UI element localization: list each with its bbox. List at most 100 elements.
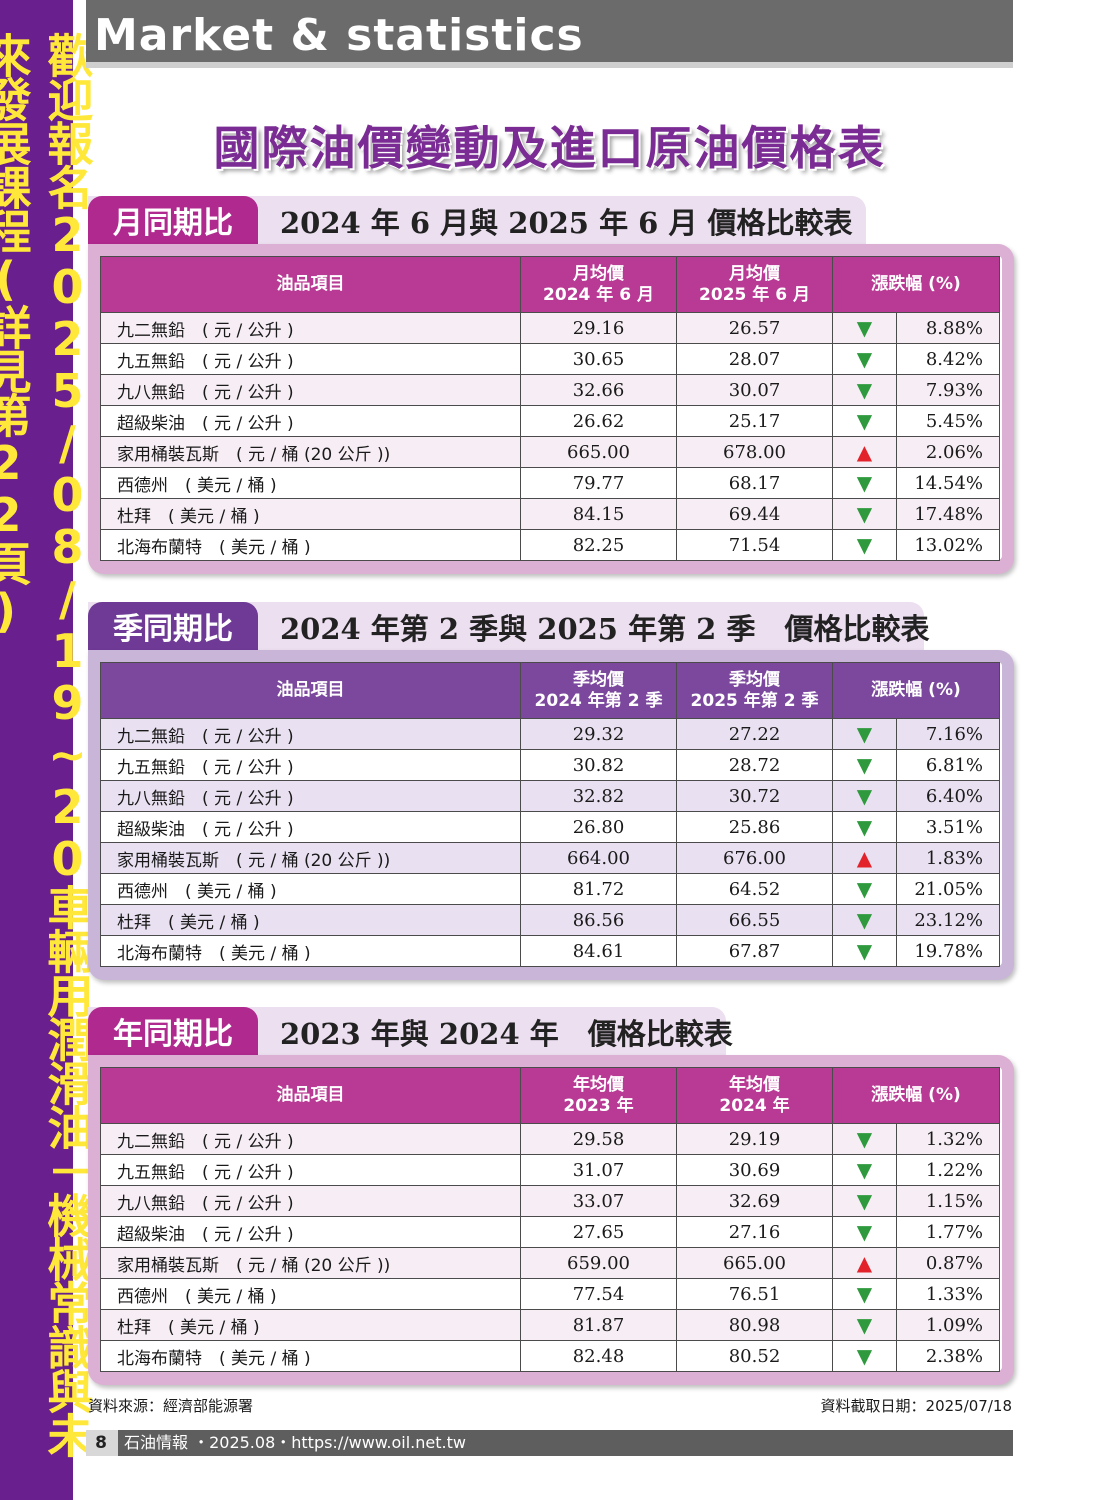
change-percent: 1.15% bbox=[896, 1185, 1000, 1217]
down-arrow-icon: ▼ bbox=[856, 1189, 873, 1213]
price-before: 79.77 bbox=[520, 467, 677, 499]
trend-cell: ▲ bbox=[832, 842, 897, 874]
down-arrow-icon: ▼ bbox=[856, 1313, 873, 1337]
price-before: 84.15 bbox=[520, 498, 677, 530]
price-before: 86.56 bbox=[520, 904, 677, 936]
price-after: 676.00 bbox=[676, 842, 833, 874]
trend-cell: ▲ bbox=[832, 436, 897, 468]
item-name: 九二無鉛 ( 元 / 公升 ) bbox=[100, 718, 521, 750]
trend-cell: ▼ bbox=[832, 343, 897, 375]
price-after: 25.86 bbox=[676, 811, 833, 843]
header-title: Market & statistics bbox=[94, 10, 584, 61]
change-percent: 17.48% bbox=[896, 498, 1000, 530]
item-name: 九二無鉛 ( 元 / 公升 ) bbox=[100, 1123, 521, 1155]
price-after: 64.52 bbox=[676, 873, 833, 905]
price-table: 油品項目 年均價 2023 年年均價 2024 年漲跌幅 (%) 九二無鉛 ( 元… bbox=[100, 1067, 1000, 1372]
price-before: 26.62 bbox=[520, 405, 677, 437]
down-arrow-icon: ▼ bbox=[856, 347, 873, 371]
item-name: 家用桶裝瓦斯 ( 元 / 桶 (20 公斤 )) bbox=[100, 842, 521, 874]
change-percent: 1.83% bbox=[896, 842, 1000, 874]
section-tag: 月同期比 bbox=[88, 196, 258, 244]
trend-cell: ▼ bbox=[832, 749, 897, 781]
price-after: 71.54 bbox=[676, 529, 833, 561]
down-arrow-icon: ▼ bbox=[856, 1220, 873, 1244]
item-name: 九八無鉛 ( 元 / 公升 ) bbox=[100, 780, 521, 812]
item-name: 超級柴油 ( 元 / 公升 ) bbox=[100, 405, 521, 437]
price-after: 69.44 bbox=[676, 498, 833, 530]
table-row: 杜拜 ( 美元 / 桶 ) 84.15 69.44 ▼ 17.48% bbox=[100, 498, 1000, 530]
change-percent: 14.54% bbox=[896, 467, 1000, 499]
column-header: 季均價 2024 年第 2 季 bbox=[520, 662, 677, 719]
table-row: 超級柴油 ( 元 / 公升 ) 27.65 27.16 ▼ 1.77% bbox=[100, 1216, 1000, 1248]
change-percent: 7.93% bbox=[896, 374, 1000, 406]
trend-cell: ▼ bbox=[832, 529, 897, 561]
item-name: 杜拜 ( 美元 / 桶 ) bbox=[100, 1309, 521, 1341]
data-date: 資料截取日期：2025/07/18 bbox=[820, 1397, 1012, 1415]
column-header: 年均價 2023 年 bbox=[520, 1067, 677, 1124]
column-header: 油品項目 bbox=[100, 662, 521, 719]
table-row: 九二無鉛 ( 元 / 公升 ) 29.32 27.22 ▼ 7.16% bbox=[100, 718, 1000, 750]
price-after: 25.17 bbox=[676, 405, 833, 437]
price-after: 30.07 bbox=[676, 374, 833, 406]
trend-cell: ▼ bbox=[832, 405, 897, 437]
price-before: 33.07 bbox=[520, 1185, 677, 1217]
table-panel: 油品項目 月均價 2024 年 6 月月均價 2025 年 6 月漲跌幅 (%) … bbox=[88, 244, 1014, 574]
change-percent: 3.51% bbox=[896, 811, 1000, 843]
change-percent: 5.45% bbox=[896, 405, 1000, 437]
section-title: 2023 年與 2024 年 價格比較表 bbox=[280, 1017, 733, 1051]
side-banner: 歡迎報名2025/08/19~20車輛用潤滑油－機械常識與未來發展課程(詳見第2… bbox=[0, 0, 95, 1500]
down-arrow-icon: ▼ bbox=[856, 784, 873, 808]
price-after: 28.07 bbox=[676, 343, 833, 375]
price-before: 81.87 bbox=[520, 1309, 677, 1341]
down-arrow-icon: ▼ bbox=[856, 908, 873, 932]
section-tag: 年同期比 bbox=[88, 1007, 258, 1055]
down-arrow-icon: ▼ bbox=[856, 533, 873, 557]
trend-cell: ▼ bbox=[832, 1216, 897, 1248]
item-name: 九五無鉛 ( 元 / 公升 ) bbox=[100, 343, 521, 375]
price-before: 82.48 bbox=[520, 1340, 677, 1372]
table-panel: 油品項目 季均價 2024 年第 2 季季均價 2025 年第 2 季漲跌幅 (%… bbox=[88, 650, 1014, 980]
price-after: 67.87 bbox=[676, 935, 833, 967]
price-after: 678.00 bbox=[676, 436, 833, 468]
down-arrow-icon: ▼ bbox=[856, 409, 873, 433]
trend-cell: ▼ bbox=[832, 873, 897, 905]
column-header: 年均價 2024 年 bbox=[676, 1067, 833, 1124]
trend-cell: ▼ bbox=[832, 498, 897, 530]
price-after: 68.17 bbox=[676, 467, 833, 499]
change-percent: 1.22% bbox=[896, 1154, 1000, 1186]
change-percent: 23.12% bbox=[896, 904, 1000, 936]
trend-cell: ▼ bbox=[832, 1278, 897, 1310]
trend-cell: ▼ bbox=[832, 780, 897, 812]
change-percent: 6.81% bbox=[896, 749, 1000, 781]
price-before: 659.00 bbox=[520, 1247, 677, 1279]
change-percent: 7.16% bbox=[896, 718, 1000, 750]
trend-cell: ▼ bbox=[832, 1309, 897, 1341]
item-name: 家用桶裝瓦斯 ( 元 / 桶 (20 公斤 )) bbox=[100, 1247, 521, 1279]
down-arrow-icon: ▼ bbox=[856, 1344, 873, 1368]
down-arrow-icon: ▼ bbox=[856, 502, 873, 526]
trend-cell: ▲ bbox=[832, 1247, 897, 1279]
table-row: 九五無鉛 ( 元 / 公升 ) 30.82 28.72 ▼ 6.81% bbox=[100, 749, 1000, 781]
price-before: 81.72 bbox=[520, 873, 677, 905]
price-after: 27.16 bbox=[676, 1216, 833, 1248]
price-before: 84.61 bbox=[520, 935, 677, 967]
table-row: 杜拜 ( 美元 / 桶 ) 86.56 66.55 ▼ 23.12% bbox=[100, 904, 1000, 936]
table-row: 西德州 ( 美元 / 桶 ) 81.72 64.52 ▼ 21.05% bbox=[100, 873, 1000, 905]
down-arrow-icon: ▼ bbox=[856, 1158, 873, 1182]
price-before: 27.65 bbox=[520, 1216, 677, 1248]
up-arrow-icon: ▲ bbox=[856, 1251, 873, 1275]
change-percent: 2.38% bbox=[896, 1340, 1000, 1372]
item-name: 杜拜 ( 美元 / 桶 ) bbox=[100, 498, 521, 530]
down-arrow-icon: ▼ bbox=[856, 378, 873, 402]
section-title: 2024 年 6 月與 2025 年 6 月 價格比較表 bbox=[280, 206, 853, 240]
table-row: 超級柴油 ( 元 / 公升 ) 26.62 25.17 ▼ 5.45% bbox=[100, 405, 1000, 437]
table-row: 北海布蘭特 ( 美元 / 桶 ) 82.25 71.54 ▼ 13.02% bbox=[100, 529, 1000, 561]
down-arrow-icon: ▼ bbox=[856, 1127, 873, 1151]
trend-cell: ▼ bbox=[832, 1340, 897, 1372]
change-percent: 1.77% bbox=[896, 1216, 1000, 1248]
footer-text: 石油情報 ・2025.08・https://www.oil.net.tw bbox=[118, 1430, 1013, 1456]
item-name: 九八無鉛 ( 元 / 公升 ) bbox=[100, 1185, 521, 1217]
table-panel: 油品項目 年均價 2023 年年均價 2024 年漲跌幅 (%) 九二無鉛 ( 元… bbox=[88, 1055, 1014, 1385]
trend-cell: ▼ bbox=[832, 467, 897, 499]
change-percent: 0.87% bbox=[896, 1247, 1000, 1279]
